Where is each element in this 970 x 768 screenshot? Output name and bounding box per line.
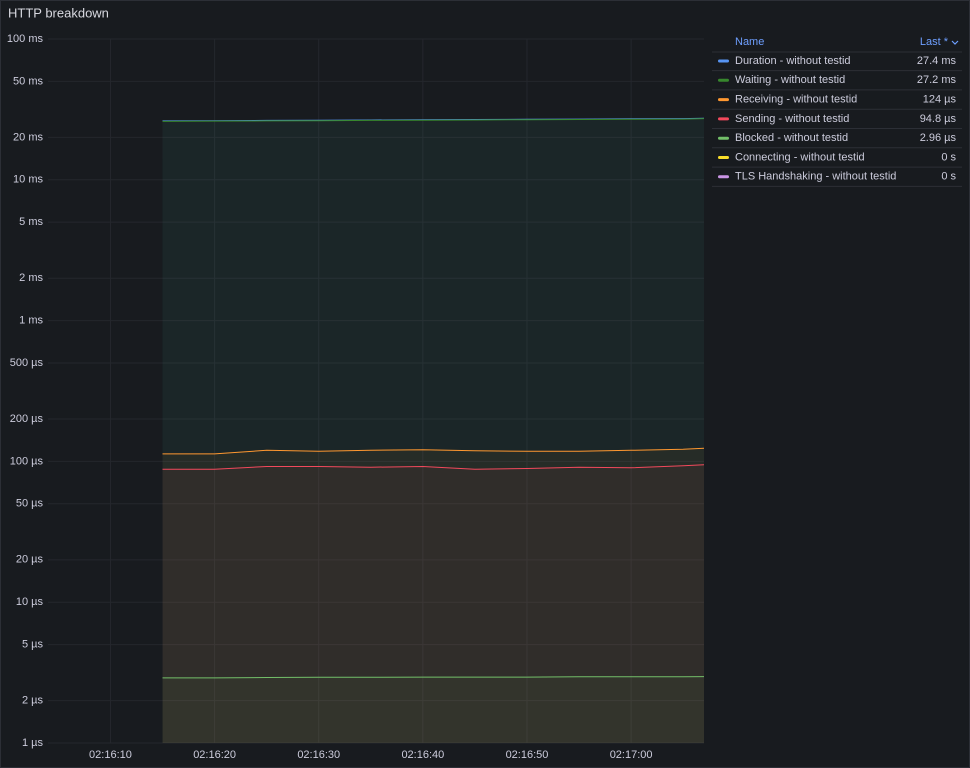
x-tick-label: 02:16:50 [506, 749, 549, 761]
legend-swatch [718, 156, 729, 159]
y-tick-label: 2 ms [19, 272, 43, 284]
legend-last: 0 s [941, 151, 956, 163]
series-area [162, 676, 704, 743]
legend-name[interactable]: TLS Handshaking - without testid [735, 171, 896, 183]
legend-last: 0 s [941, 171, 956, 183]
legend-name[interactable]: Blocked - without testid [735, 132, 848, 144]
legend-swatch [718, 59, 729, 63]
legend-name[interactable]: Sending - without testid [735, 113, 849, 125]
legend-last: 27.4 ms [917, 55, 957, 67]
y-tick-label: 50 ms [13, 75, 43, 87]
x-tick-label: 02:16:10 [89, 749, 132, 761]
legend-header[interactable]: Name [735, 36, 764, 48]
series-line [162, 464, 705, 470]
plot [48, 38, 705, 744]
series-area [162, 118, 704, 743]
legend-name[interactable]: Waiting - without testid [735, 74, 845, 86]
legend-name[interactable]: Receiving - without testid [735, 94, 857, 106]
legend-header[interactable]: Last * [920, 36, 949, 48]
y-tick-label: 20 ms [13, 131, 43, 143]
y-tick-label: 50 µs [16, 498, 44, 510]
series-area [162, 464, 704, 743]
y-tick-label: 500 µs [10, 357, 44, 369]
y-tick-label: 20 µs [16, 554, 44, 566]
legend-last: 124 µs [923, 94, 957, 106]
legend-swatch [718, 136, 729, 140]
y-tick-label: 1 ms [19, 315, 43, 327]
series-area [162, 448, 704, 743]
series-line [162, 447, 705, 455]
y-tick-label: 1 µs [22, 737, 44, 749]
y-tick-label: 10 µs [16, 596, 44, 608]
x-tick-label: 02:16:20 [193, 749, 236, 761]
legend-name[interactable]: Connecting - without testid [735, 151, 865, 163]
legend-swatch [718, 117, 729, 121]
legend-last: 27.2 ms [917, 74, 957, 86]
legend-swatch [718, 98, 729, 102]
legend-name[interactable]: Duration - without testid [735, 55, 851, 67]
x-tick-label: 02:17:00 [610, 749, 653, 761]
y-tick-label: 2 µs [22, 695, 44, 707]
legend-last: 2.96 µs [920, 132, 957, 144]
series-line [162, 676, 705, 679]
series-area [162, 118, 704, 744]
x-tick-label: 02:16:40 [401, 749, 444, 761]
x-tick-label: 02:16:30 [297, 749, 340, 761]
y-tick-label: 200 µs [10, 413, 44, 425]
y-tick-label: 5 ms [19, 216, 43, 228]
y-tick-label: 10 ms [13, 174, 43, 186]
y-tick-label: 5 µs [22, 638, 44, 650]
y-tick-label: 100 µs [10, 455, 44, 467]
legend-swatch [718, 175, 729, 179]
sort-icon [951, 40, 959, 45]
series-line [162, 118, 705, 122]
legend-swatch [718, 78, 729, 82]
y-tick-label: 100 ms [7, 33, 44, 45]
legend-last: 94.8 µs [920, 113, 957, 125]
panel-title: HTTP breakdown [8, 5, 109, 20]
